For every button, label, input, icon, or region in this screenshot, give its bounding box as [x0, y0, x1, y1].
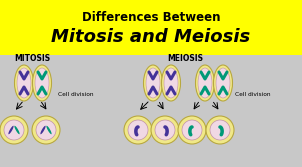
Ellipse shape [178, 116, 206, 144]
Text: Cell division: Cell division [235, 92, 271, 97]
Ellipse shape [17, 68, 31, 98]
Text: Differences Between: Differences Between [82, 11, 220, 24]
Ellipse shape [14, 126, 20, 134]
Ellipse shape [162, 65, 181, 101]
Ellipse shape [143, 65, 162, 101]
Ellipse shape [155, 120, 175, 140]
Ellipse shape [198, 68, 212, 98]
Ellipse shape [8, 126, 14, 134]
Bar [0, 0, 302, 55]
Ellipse shape [128, 120, 148, 140]
Ellipse shape [216, 68, 230, 98]
Ellipse shape [206, 116, 234, 144]
Ellipse shape [14, 65, 34, 101]
Ellipse shape [164, 68, 178, 98]
Ellipse shape [182, 120, 202, 140]
Ellipse shape [33, 65, 52, 101]
Ellipse shape [124, 116, 152, 144]
Ellipse shape [47, 126, 52, 134]
Text: Cell division: Cell division [58, 92, 94, 97]
Text: MEIOSIS: MEIOSIS [167, 53, 203, 62]
Ellipse shape [32, 116, 60, 144]
Ellipse shape [40, 126, 46, 134]
Ellipse shape [195, 65, 214, 101]
Ellipse shape [146, 68, 160, 98]
Ellipse shape [35, 68, 49, 98]
Text: MITOSIS: MITOSIS [14, 53, 50, 62]
Text: Mitosis and Meiosis: Mitosis and Meiosis [51, 28, 251, 46]
Ellipse shape [0, 116, 28, 144]
Ellipse shape [214, 65, 233, 101]
Ellipse shape [210, 120, 230, 140]
Ellipse shape [151, 116, 179, 144]
Ellipse shape [4, 120, 24, 140]
Ellipse shape [36, 120, 56, 140]
